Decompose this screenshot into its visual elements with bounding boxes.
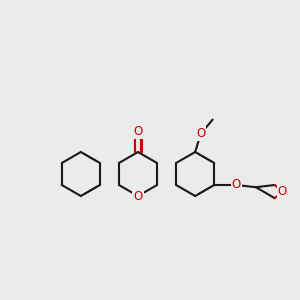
Text: O: O bbox=[196, 128, 205, 140]
Text: O: O bbox=[232, 178, 241, 191]
Text: O: O bbox=[278, 185, 287, 198]
Text: O: O bbox=[134, 190, 142, 202]
Text: O: O bbox=[134, 124, 142, 138]
